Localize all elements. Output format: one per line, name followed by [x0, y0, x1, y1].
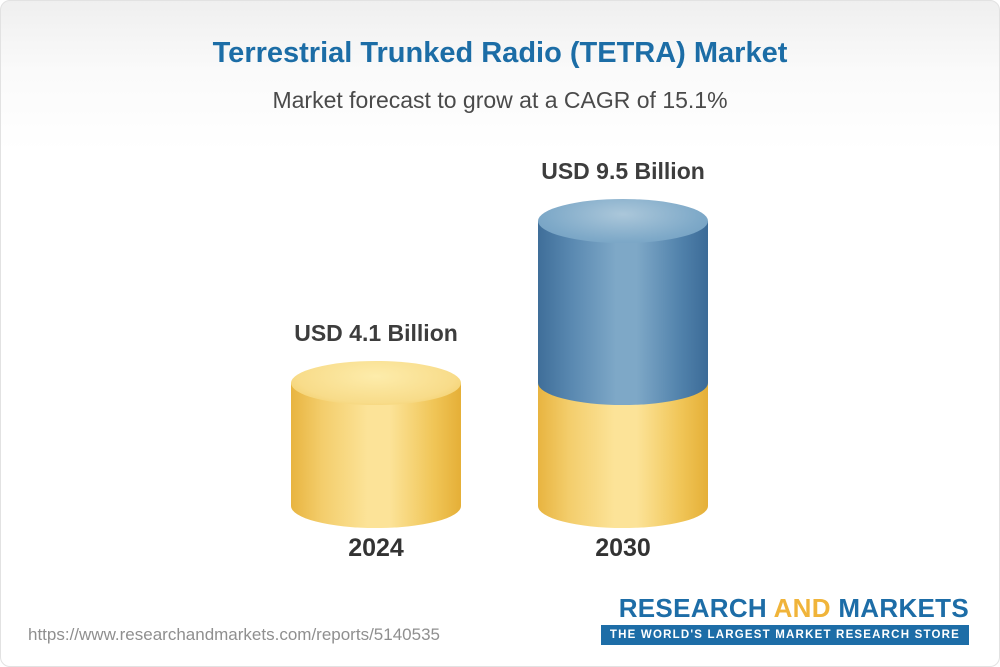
- axis-label-2024: 2024: [348, 534, 404, 562]
- logo-word-markets: MARKETS: [838, 593, 969, 623]
- bar-2024-top-ellipse: [291, 361, 461, 405]
- bar-2030: [538, 199, 708, 528]
- chart-subtitle: Market forecast to grow at a CAGR of 15.…: [272, 87, 728, 113]
- logo-word-research: RESEARCH: [618, 593, 768, 623]
- logo-tagline: THE WORLD'S LARGEST MARKET RESEARCH STOR…: [600, 625, 969, 646]
- logo-word-and: AND: [773, 593, 831, 623]
- bar-2024: [291, 361, 461, 528]
- source-url: https://www.researchandmarkets.com/repor…: [28, 625, 440, 644]
- logo-wordmark: RESEARCH AND MARKETS: [601, 593, 969, 623]
- bar-2030-top-ellipse: [538, 199, 708, 243]
- researchandmarkets-logo: RESEARCH AND MARKETS THE WORLD'S LARGEST…: [600, 593, 969, 646]
- value-label-2030: USD 9.5 Billion: [541, 158, 705, 184]
- value-label-2024: USD 4.1 Billion: [294, 320, 458, 346]
- chart-title: Terrestrial Trunked Radio (TETRA) Market: [212, 37, 788, 69]
- bar-2030-blue-segment: [538, 221, 708, 383]
- axis-label-2030: 2030: [595, 534, 651, 562]
